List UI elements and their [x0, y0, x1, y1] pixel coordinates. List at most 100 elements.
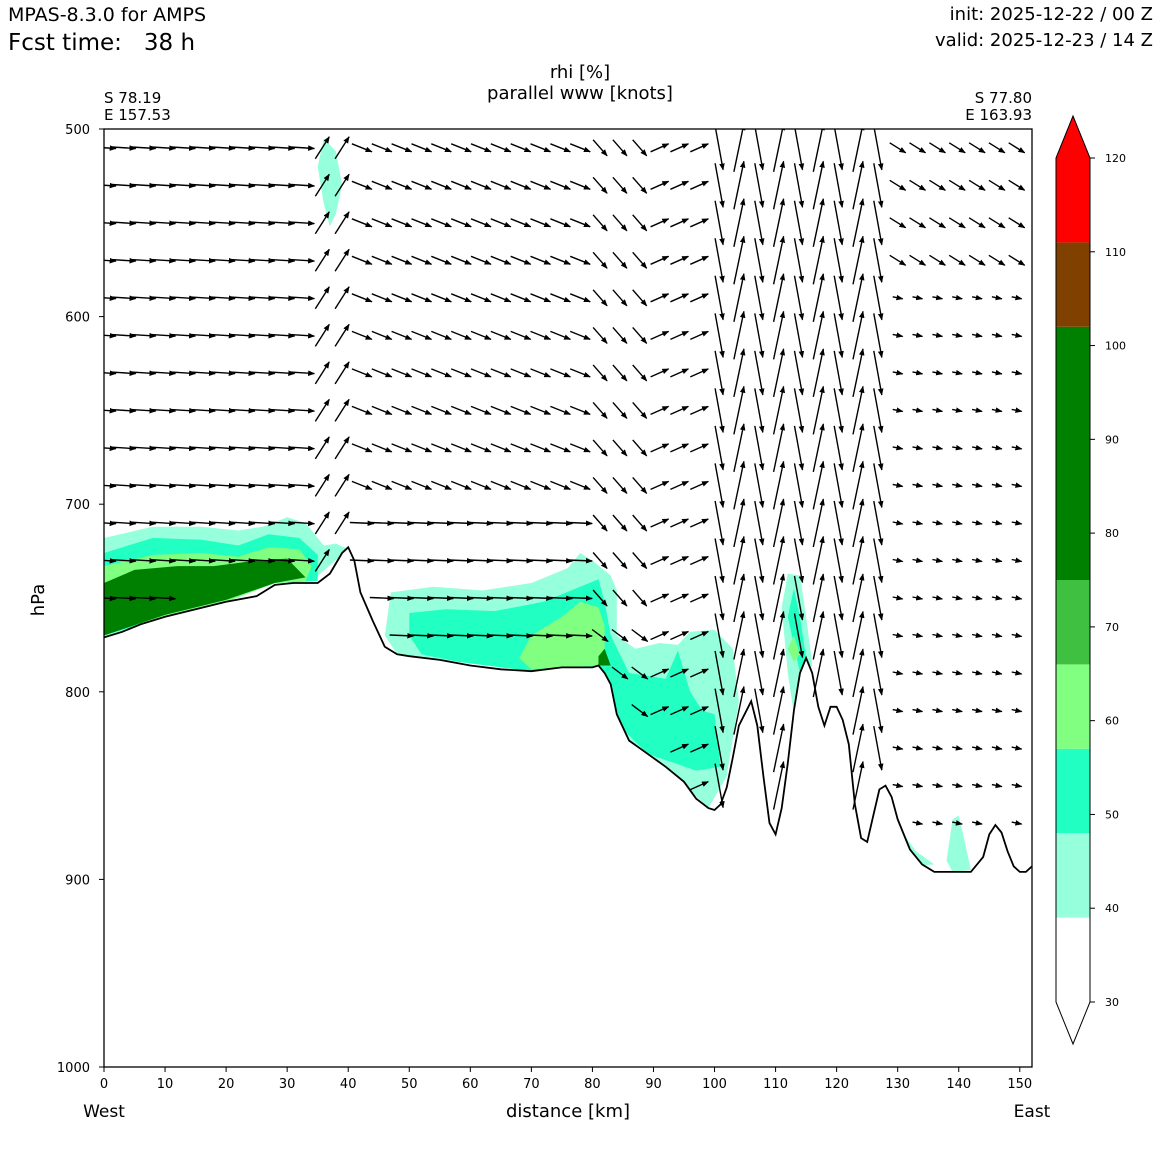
wind-vector-383 — [650, 668, 670, 678]
wind-vector-206 — [411, 443, 433, 453]
wind-vector-544 — [852, 573, 865, 623]
wind-vector-419 — [690, 780, 709, 791]
wind-vector-566 — [873, 725, 884, 771]
wind-vector-442 — [733, 273, 746, 322]
wind-vector-38 — [131, 595, 157, 602]
wind-vector-568 — [889, 179, 907, 191]
wind-vector-495 — [793, 388, 805, 434]
wind-vector-130 — [290, 370, 316, 377]
wind-vector-111 — [250, 558, 276, 564]
wind-vector-327 — [592, 251, 608, 269]
wind-vector-175 — [371, 293, 393, 303]
wind-vector-355 — [632, 214, 648, 232]
wind-vector-282 — [530, 143, 552, 153]
right-longitude: E 163.93 — [965, 106, 1032, 124]
wind-vector-348 — [612, 514, 628, 532]
wind-vector-638 — [952, 707, 963, 714]
forecast-time-value: 38 h — [143, 30, 196, 56]
wind-vector-564 — [873, 650, 884, 696]
wind-vector-265 — [488, 557, 514, 564]
model-name: MPAS-8.3.0 for AMPS — [8, 4, 207, 26]
wind-vector-538 — [852, 348, 865, 398]
wind-vector-129 — [290, 332, 316, 339]
wind-vector-116 — [270, 295, 296, 302]
wind-vector-550 — [873, 129, 884, 171]
wind-vector-435 — [714, 688, 725, 734]
wind-vector-520 — [833, 238, 844, 283]
wind-vector-118 — [270, 370, 296, 377]
wind-vector-656 — [971, 670, 983, 676]
wind-vector-666 — [991, 332, 1003, 338]
wind-vector-570 — [889, 254, 907, 266]
wind-vector-238 — [449, 595, 474, 602]
wind-vector-573 — [892, 369, 904, 376]
wind-vector-417 — [690, 705, 709, 716]
wind-vector-135 — [290, 558, 316, 564]
wind-vector-212 — [431, 143, 452, 153]
wind-vector-23 — [111, 520, 137, 527]
wind-vector-672 — [991, 557, 1003, 564]
wind-vector-560 — [873, 500, 884, 546]
wind-vector-110 — [250, 520, 276, 527]
wind-vector-425 — [714, 313, 725, 359]
wind-vector-559 — [873, 463, 884, 509]
wind-vector-631 — [952, 444, 963, 451]
wind-vector-658 — [971, 745, 983, 751]
wind-vector-641 — [952, 820, 963, 826]
wind-vector-69 — [191, 332, 216, 339]
x-tick-label-110: 110 — [763, 1077, 788, 1092]
wind-vector-540 — [852, 423, 865, 473]
wind-vector-138 — [314, 211, 330, 235]
wind-vector-682 — [1008, 254, 1026, 266]
wind-vector-46 — [151, 407, 177, 414]
wind-vector-422 — [714, 200, 725, 246]
wind-vector-153 — [334, 323, 350, 347]
wind-vector-676 — [991, 707, 1003, 714]
wind-vector-339 — [612, 176, 628, 194]
wind-vector-86 — [211, 520, 236, 527]
left-latitude: S 78.19 — [104, 89, 162, 107]
wind-vector-646 — [971, 294, 983, 301]
wind-vector-636 — [952, 632, 963, 639]
wind-vector-623 — [948, 142, 966, 154]
wind-vector-33 — [131, 407, 157, 414]
wind-vector-430 — [714, 500, 725, 546]
wind-vector-61 — [171, 483, 197, 489]
wind-vector-194 — [389, 520, 415, 527]
wind-vector-488 — [794, 129, 805, 171]
wind-vector-205 — [411, 405, 433, 416]
wind-vector-617 — [932, 632, 944, 639]
wind-vector-479 — [772, 460, 786, 510]
wind-vector-664 — [988, 254, 1006, 266]
wind-vector-287 — [530, 330, 552, 341]
wind-vector-29 — [131, 257, 157, 264]
wind-vector-0 — [104, 145, 117, 151]
wind-vector-106 — [250, 370, 276, 377]
wind-vector-78 — [211, 220, 236, 227]
wind-vector-356 — [632, 251, 648, 269]
wind-vector-374 — [650, 330, 670, 341]
wind-vector-72 — [191, 445, 216, 452]
wind-vector-580 — [892, 632, 904, 639]
wind-vector-562 — [873, 575, 884, 621]
wind-vector-432 — [714, 575, 725, 621]
wind-vector-64 — [191, 145, 216, 151]
right-latitude: S 77.80 — [974, 89, 1032, 107]
wind-vector-156 — [334, 436, 350, 460]
wind-vector-163 — [351, 293, 373, 303]
wind-vector-217 — [431, 330, 452, 341]
colorbar: 30 40 50 60 70 80 90 100 110 120 — [1055, 114, 1126, 1046]
wind-vector-98 — [230, 520, 256, 527]
wind-vector-659 — [971, 782, 983, 789]
wind-vector-685 — [1011, 369, 1023, 376]
wind-vector-270 — [510, 218, 532, 228]
wind-vector-599 — [912, 670, 924, 676]
wind-vector-89 — [230, 182, 256, 189]
wind-vector-297 — [550, 180, 572, 190]
wind-vector-492 — [793, 275, 805, 321]
wind-vector-301 — [550, 330, 572, 341]
forecast-time-label: Fcst time: — [8, 30, 122, 56]
wind-vector-534 — [852, 198, 865, 247]
wind-vector-396 — [670, 555, 690, 566]
